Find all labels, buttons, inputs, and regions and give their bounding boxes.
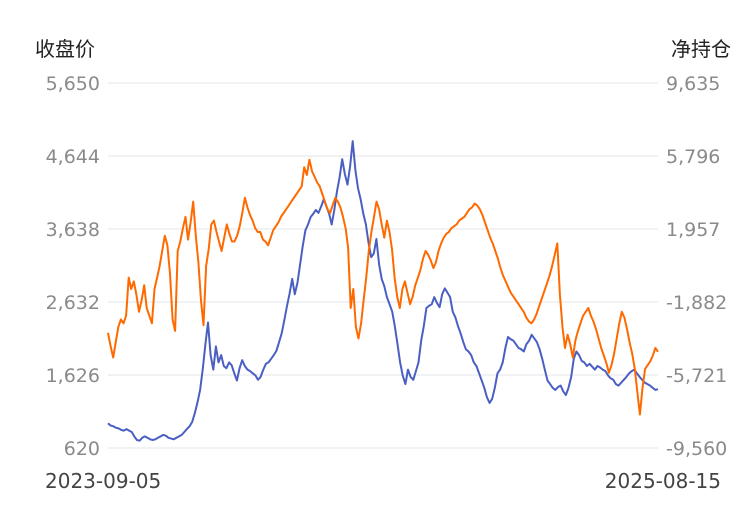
series-line-close-price [107,140,659,442]
left-tick-label: 2,632 [46,292,100,314]
right-axis-label: 净持仓 [671,37,731,61]
right-tick-label: 5,796 [666,146,720,168]
right-tick-label: -1,882 [666,292,727,314]
right-tick-label: 1,957 [666,219,720,241]
right-tick-label: 9,635 [666,73,720,95]
series-line-net-position [107,158,659,416]
left-tick-label: 3,638 [46,219,100,241]
right-tick-label: -5,721 [666,365,727,387]
left-tick-label: 620 [64,438,100,460]
right-tick-label: -9,560 [666,438,727,460]
left-axis-ticks: 5,650 4,644 3,638 2,632 1,626 620 [46,73,100,460]
left-tick-label: 1,626 [46,365,100,387]
right-axis-ticks: 9,635 5,796 1,957 -1,882 -5,721 -9,560 [666,73,727,460]
left-tick-label: 5,650 [46,73,100,95]
left-axis-label: 收盘价 [35,37,95,61]
x-start-label: 2023-09-05 [45,469,161,493]
grid-lines [108,82,658,449]
left-tick-label: 4,644 [46,146,100,168]
x-end-label: 2025-08-15 [605,469,721,493]
series-group [107,140,659,442]
